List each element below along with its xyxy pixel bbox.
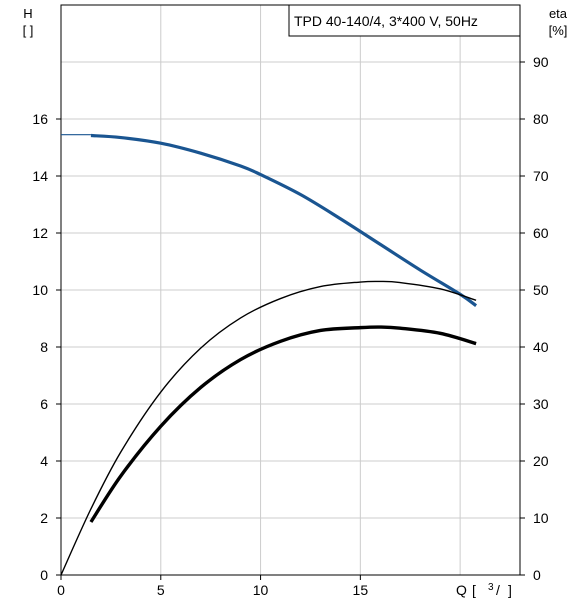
- grid-lines: [61, 5, 520, 575]
- y-tick-label-left: 16: [32, 111, 48, 127]
- y-tick-label-left: 14: [32, 168, 48, 184]
- x-axis-unit-close: ]: [508, 582, 512, 598]
- x-tick-label: 10: [253, 582, 269, 598]
- x-tick-label: 5: [157, 582, 165, 598]
- x-axis-unit-superscript: 3: [488, 582, 494, 593]
- efficiency-curve-thin: [60, 280, 477, 576]
- y-axis-unit-left: [ ]: [23, 23, 34, 38]
- y-axis-label-right: eta: [549, 6, 568, 21]
- y-tick-label-left: 10: [32, 282, 48, 298]
- y-tick-label-right: 70: [533, 168, 549, 184]
- y-tick-label-right: 60: [533, 225, 549, 241]
- chart-title: TPD 40-140/4, 3*400 V, 50Hz: [294, 13, 478, 29]
- y-tick-label-right: 10: [533, 510, 549, 526]
- y-tick-label-right: 20: [533, 453, 549, 469]
- y-tick-label-left: 4: [40, 453, 48, 469]
- y-tick-label-left: 2: [40, 510, 48, 526]
- x-tick-label: 0: [57, 582, 65, 598]
- x-axis-unit-slash: /: [496, 582, 500, 598]
- y-tick-label-right: 80: [533, 111, 549, 127]
- y-tick-label-right: 40: [533, 339, 549, 355]
- y-tick-label-left: 12: [32, 225, 48, 241]
- efficiency-curve-thick: [89, 325, 477, 523]
- y-axis-label-left: H: [23, 6, 32, 21]
- x-axis-unit-open: [: [472, 582, 476, 598]
- y-tick-label-right: 0: [533, 567, 541, 583]
- y-tick-label-left: 0: [40, 567, 48, 583]
- y-tick-label-left: 6: [40, 396, 48, 412]
- y-axis-unit-right: [%]: [549, 23, 568, 38]
- y-tick-label-right: 90: [533, 54, 549, 70]
- x-tick-label: 15: [353, 582, 369, 598]
- title-box: [288, 4, 521, 37]
- axis-ticks: 0 5 10 15 0 2 4 6 8 10 12 14 16 0 10 20 30 40 50 60 70 80 90: [32, 54, 548, 598]
- series-group: [60, 133, 478, 576]
- y-tick-label-left: 8: [40, 339, 48, 355]
- head-curve: [90, 133, 478, 307]
- y-tick-label-right: 50: [533, 282, 549, 298]
- y-tick-label-right: 30: [533, 396, 549, 412]
- x-axis-label: Q: [456, 582, 467, 598]
